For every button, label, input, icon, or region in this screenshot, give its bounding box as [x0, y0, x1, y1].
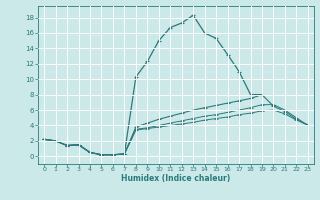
X-axis label: Humidex (Indice chaleur): Humidex (Indice chaleur): [121, 174, 231, 183]
